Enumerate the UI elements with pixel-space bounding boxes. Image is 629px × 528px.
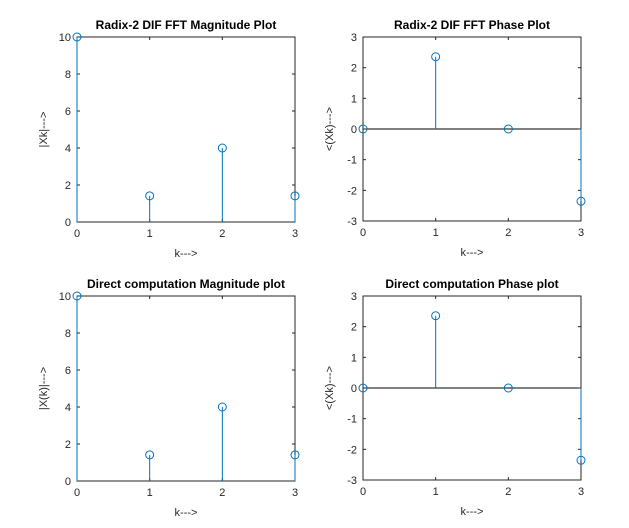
x-tick-label: 1 [147, 228, 153, 240]
y-tick-label: 10 [59, 32, 71, 44]
y-axis-label: <(Xk)---> [324, 107, 336, 151]
x-tick-label: 1 [147, 487, 153, 499]
y-tick-label: 2 [351, 322, 357, 334]
y-tick-label: 2 [65, 439, 71, 451]
stem-marker [72, 291, 82, 301]
y-tick-label: 10 [59, 291, 71, 303]
y-axis-label: |X(k)|---> [38, 367, 50, 410]
y-tick-label: 2 [65, 180, 71, 192]
y-tick-label: -3 [347, 216, 357, 228]
y-tick-label: 6 [65, 106, 71, 118]
x-tick-label: 3 [292, 228, 298, 240]
x-axis-label: k---> [175, 248, 198, 260]
y-axis-label: <(Xk)---> [324, 366, 336, 410]
x-tick-label: 1 [433, 486, 439, 498]
chart-title: Direct computation Magnitude plot [87, 277, 285, 291]
stem-marker [503, 124, 513, 134]
subplot-1: 0 1 2 3 0 2 4 6 8 10 Radix-2 DIF FFT Magnitude Plo… [38, 18, 300, 260]
x-tick-label: 3 [292, 487, 298, 499]
subplot-2: 0 1 2 3 -3 -2 -1 0 1 2 3 Radix-2 DIF FFT Phase Plot… [324, 18, 586, 259]
subplot-3: 0 1 2 3 0 2 4 6 8 10 Direct computation Magnitude … [38, 277, 300, 519]
stem-marker [503, 383, 513, 393]
stem-marker [290, 450, 300, 460]
stem-marker [145, 191, 155, 201]
axes-box [76, 36, 296, 223]
x-axis-label: k---> [175, 507, 198, 519]
y-tick-label: 8 [65, 328, 71, 340]
y-tick-label: -2 [347, 444, 357, 456]
y-tick-label: 0 [65, 217, 71, 229]
x-tick-label: 0 [360, 227, 366, 239]
stem-marker [217, 402, 227, 412]
y-tick-label: -2 [347, 185, 357, 197]
chart-title: Direct computation Phase plot [385, 277, 558, 291]
y-axis-label: |Xk|---> [38, 112, 50, 148]
stem-marker [290, 191, 300, 201]
stem-marker [145, 450, 155, 460]
y-tick-label: 6 [65, 365, 71, 377]
x-tick-label: 3 [578, 227, 584, 239]
y-tick-label: -3 [347, 475, 357, 487]
stem-marker [576, 455, 586, 465]
stem-marker [217, 143, 227, 153]
y-tick-label: 3 [351, 32, 357, 44]
y-tick-label: -1 [347, 414, 357, 426]
y-tick-label: 4 [65, 143, 71, 155]
y-tick-label: 3 [351, 291, 357, 303]
x-tick-label: 2 [219, 487, 225, 499]
x-tick-label: 0 [74, 228, 80, 240]
x-tick-label: 3 [578, 486, 584, 498]
x-tick-label: 2 [505, 486, 511, 498]
x-tick-label: 2 [219, 228, 225, 240]
y-tick-label: 1 [351, 93, 357, 105]
chart-title: Radix-2 DIF FFT Magnitude Plot [96, 18, 277, 32]
stem-marker [431, 52, 441, 62]
x-axis-label: k---> [461, 247, 484, 259]
stem-marker [431, 311, 441, 321]
y-tick-label: 0 [351, 383, 357, 395]
y-tick-label: 1 [351, 352, 357, 364]
stem-marker [358, 124, 368, 134]
stem-marker [576, 196, 586, 206]
x-tick-label: 0 [360, 486, 366, 498]
x-tick-label: 0 [74, 487, 80, 499]
subplot-4: 0 1 2 3 -3 -2 -1 0 1 2 3 Direct computation Phase p… [324, 277, 586, 518]
chart-title: Radix-2 DIF FFT Phase Plot [394, 18, 550, 32]
y-tick-label: -1 [347, 155, 357, 167]
x-tick-label: 2 [505, 227, 511, 239]
y-tick-label: 2 [351, 63, 357, 75]
x-tick-label: 1 [433, 227, 439, 239]
stem-marker [358, 383, 368, 393]
x-axis-label: k---> [461, 506, 484, 518]
axes-box [76, 295, 296, 482]
y-tick-label: 4 [65, 402, 71, 414]
y-tick-label: 0 [65, 476, 71, 488]
y-tick-label: 0 [351, 124, 357, 136]
y-tick-label: 8 [65, 69, 71, 81]
stem-marker [72, 32, 82, 42]
